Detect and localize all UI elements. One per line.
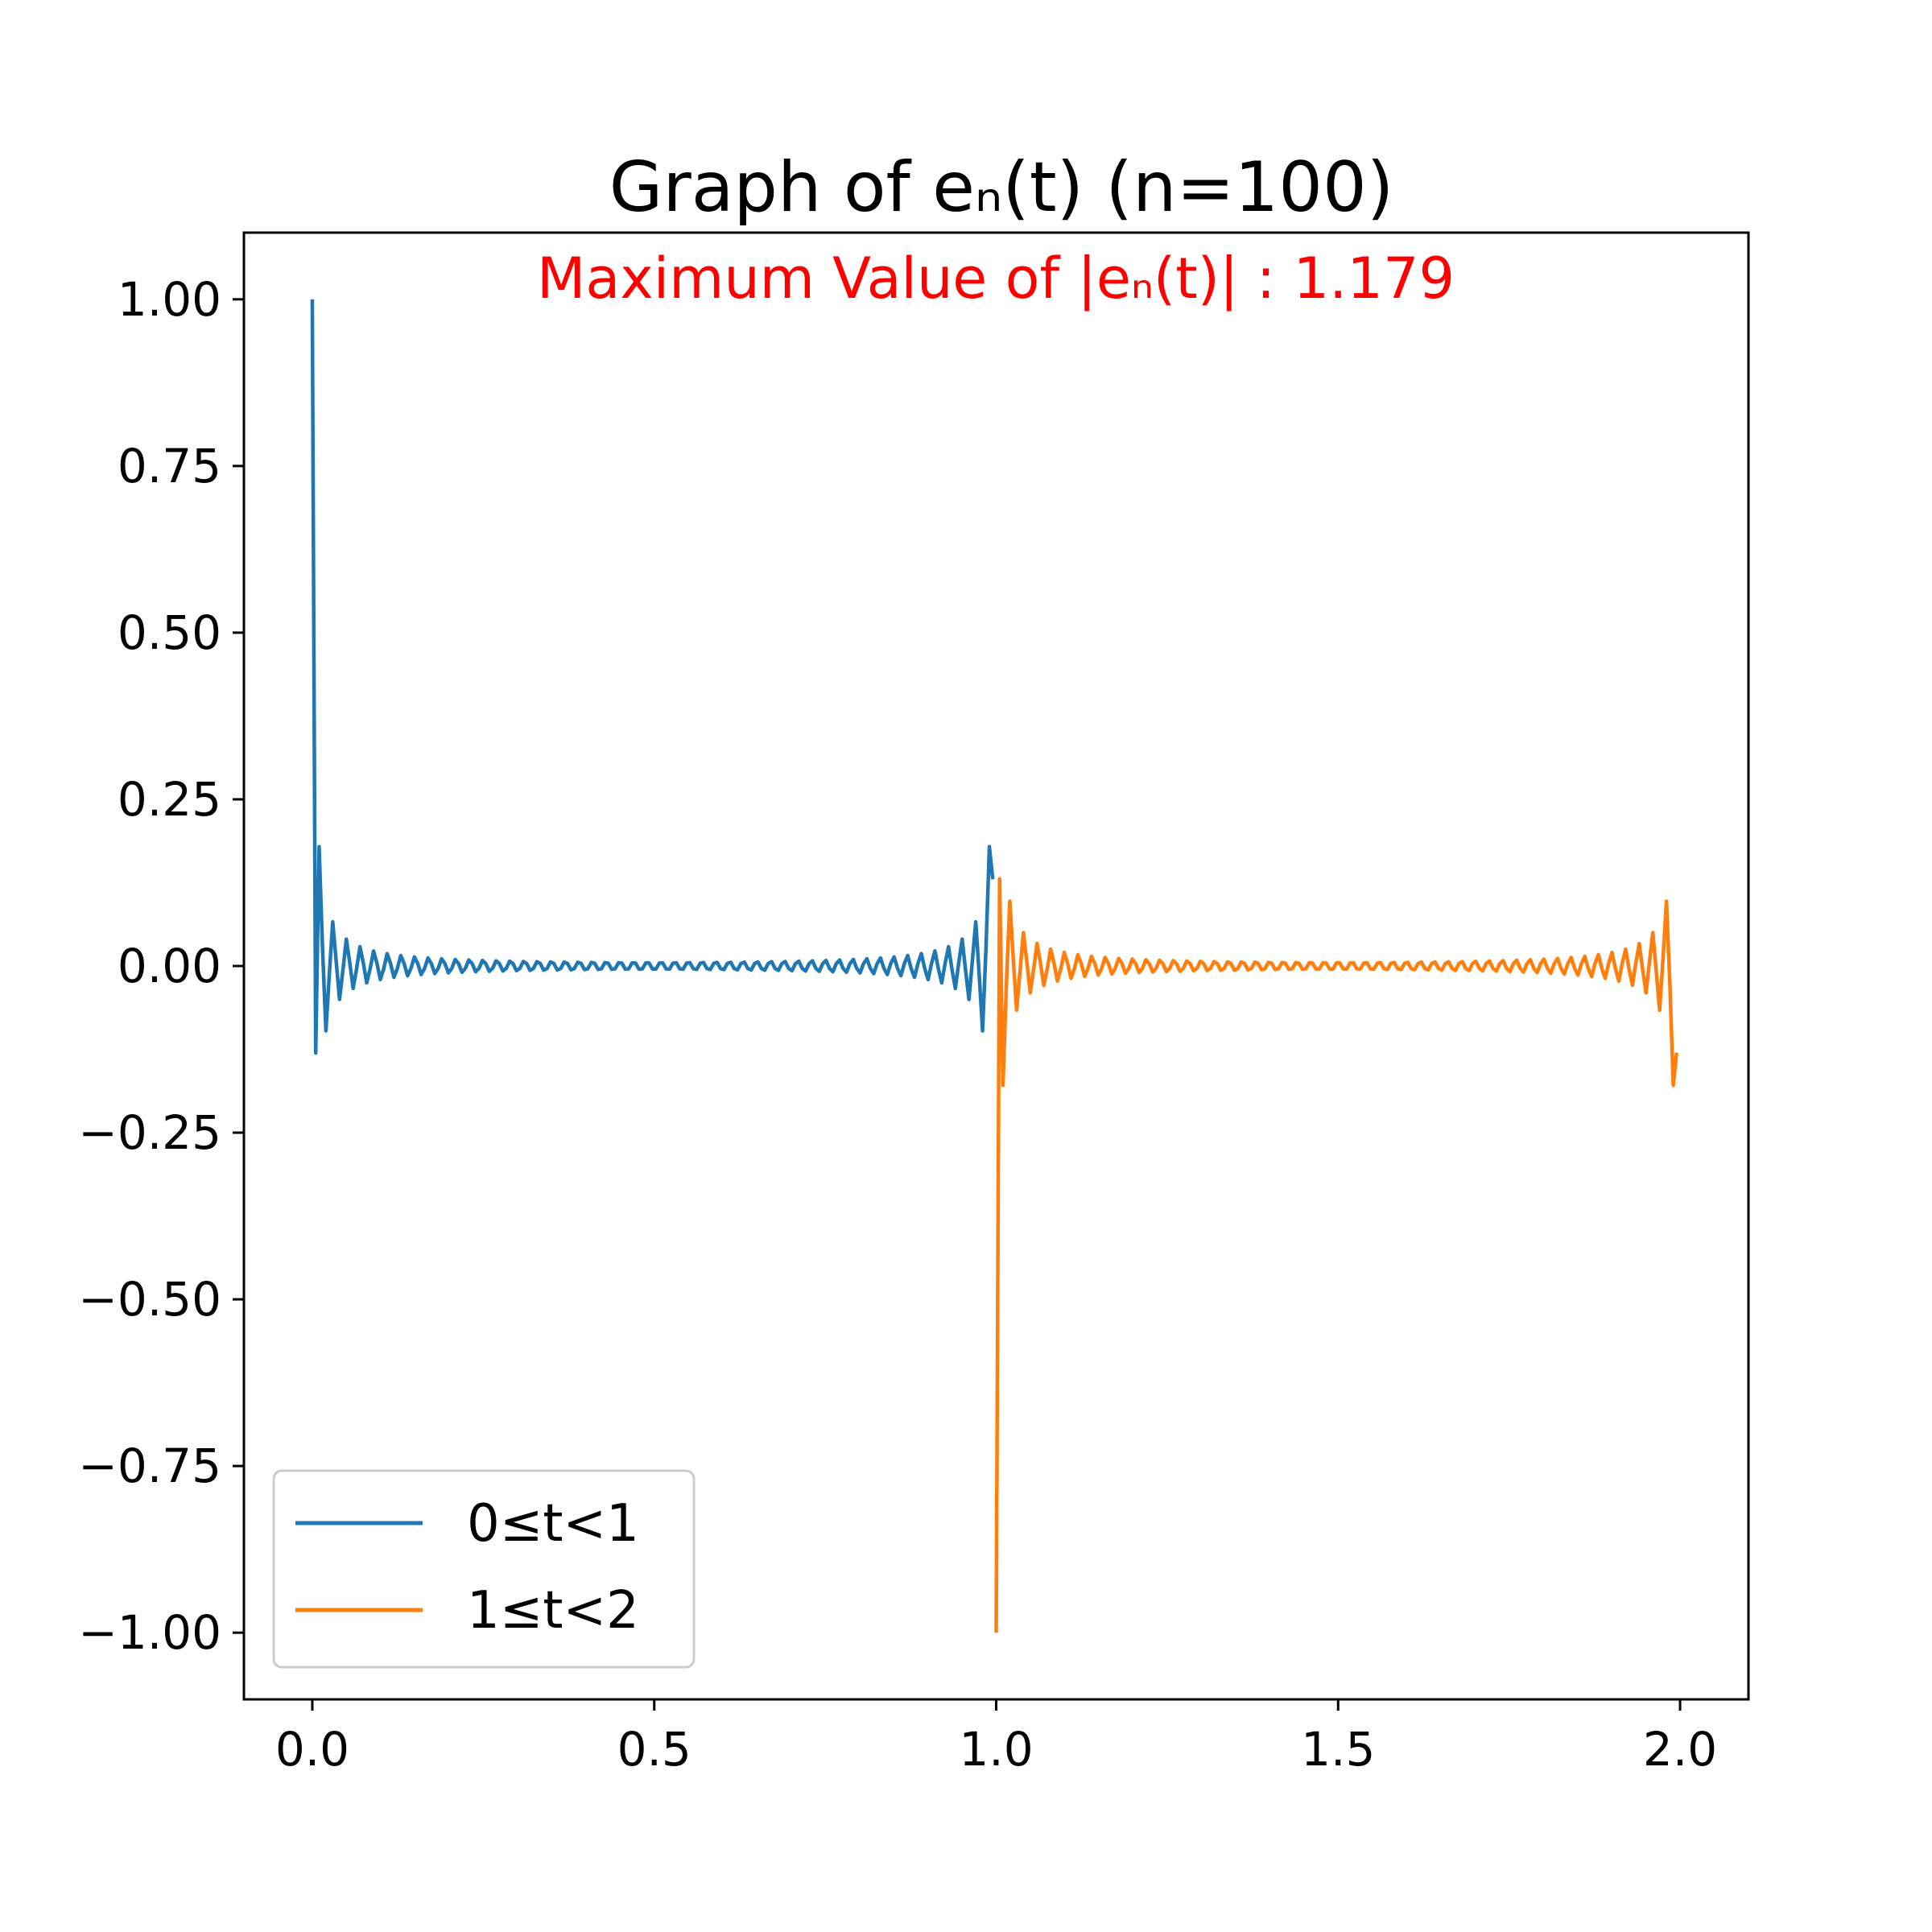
x-tick-label: 2.0 [1643, 1722, 1717, 1777]
chart-title: Graph of eₙ(t) (n=100) [609, 147, 1394, 228]
y-tick-label: −0.75 [78, 1439, 221, 1493]
legend-frame [272, 1469, 696, 1669]
y-axis-ticks: 1.00 0.75 0.50 0.25 0.00 −0.25 −0.50 −0.75 −1.00 [78, 272, 244, 1660]
series-line-2 [994, 877, 1679, 1633]
max-value-annotation: Maximum Value of |eₙ(t)| : 1.179 [537, 246, 1455, 312]
legend-label-series-1: 0≤t<1 [467, 1494, 639, 1554]
x-tick-label: 0.5 [617, 1722, 691, 1777]
y-tick-label: 0.50 [118, 605, 221, 660]
x-axis-ticks: 0.0 0.5 1.0 1.5 2.0 [275, 1699, 1717, 1777]
y-tick-label: −1.00 [78, 1605, 221, 1660]
legend-label-series-2: 1≤t<2 [467, 1581, 639, 1641]
y-tick-label: 0.00 [118, 939, 221, 993]
series-line-1 [310, 299, 995, 1055]
x-tick-label: 0.0 [275, 1722, 349, 1777]
legend: 0≤t<1 1≤t<2 [272, 1469, 696, 1669]
y-tick-label: −0.50 [78, 1272, 221, 1327]
x-tick-label: 1.5 [1301, 1722, 1375, 1777]
plot-lines [310, 299, 1679, 1633]
y-tick-label: 1.00 [118, 272, 221, 327]
x-tick-label: 1.0 [959, 1722, 1033, 1777]
y-tick-label: −0.25 [78, 1105, 221, 1160]
y-tick-label: 0.25 [118, 772, 221, 827]
y-tick-label: 0.75 [118, 439, 221, 493]
